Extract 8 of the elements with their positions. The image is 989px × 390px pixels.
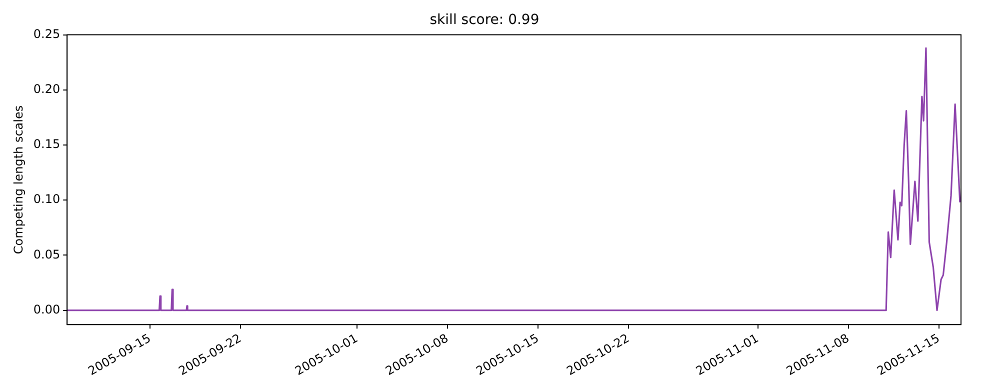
- y-tick-label: 0.10: [33, 192, 60, 206]
- y-tick-label: 0.15: [33, 137, 60, 152]
- chart-title: skill score: 0.99: [430, 12, 540, 28]
- y-axis-title: Competing length scales: [11, 105, 26, 254]
- y-tick-label: 0.20: [33, 82, 60, 96]
- y-tick-label: 0.25: [33, 26, 60, 41]
- y-tick-label: 0.05: [33, 247, 60, 262]
- y-tick-label: 0.00: [33, 302, 60, 316]
